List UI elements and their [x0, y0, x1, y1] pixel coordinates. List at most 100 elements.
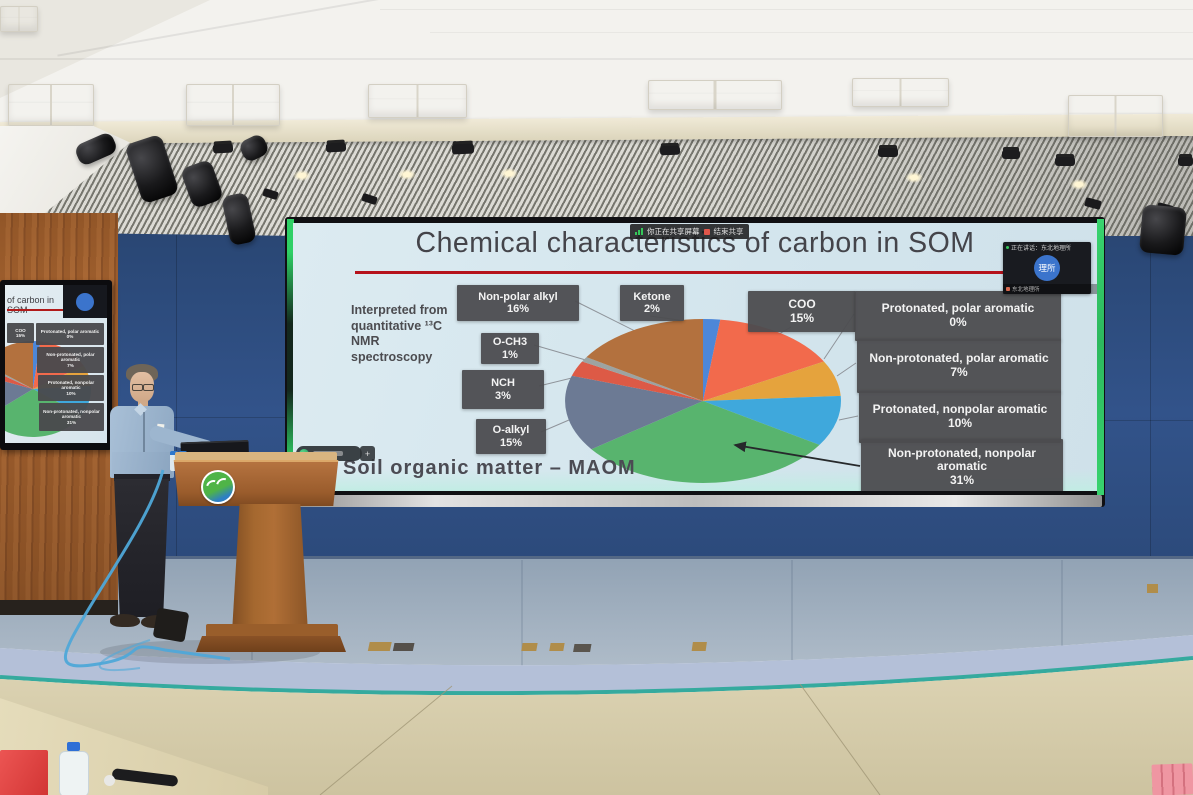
ceiling-corner-fixture: [0, 6, 38, 32]
ceiling-panel-line: [380, 9, 1193, 10]
floor-bag: [152, 607, 190, 643]
slide-note: Interpreted from quantitative ¹³C NMR sp…: [351, 303, 448, 364]
pie-slice-nch: [571, 361, 703, 401]
vc-panel: 正在讲话：东北地理所 理所 东北地理所: [1003, 242, 1097, 294]
light-fixture: [186, 84, 280, 126]
light-fixture: [8, 84, 94, 126]
callout-protonated-nonpolar-aromatic: Protonated, nonpolar aromatic 10%: [859, 391, 1061, 443]
slide: Chemical characteristics of carbon in SO…: [293, 223, 1097, 491]
callout-label: O-alkyl: [492, 424, 530, 437]
wall-seam-h2: [1100, 420, 1193, 421]
callout-nch: NCH 3%: [462, 370, 544, 409]
pie-slice-o-alkyl: [5, 381, 33, 406]
pie-slice-ketone: [703, 318, 721, 401]
toolbar-expand-button[interactable]: +: [360, 446, 375, 461]
pie-slices: [565, 318, 841, 483]
presenter-trousers: [114, 479, 169, 617]
podium-top-surface: [175, 452, 337, 461]
monitor-callout-value: 0%: [66, 334, 74, 339]
screen-bottom-trim: [288, 495, 1102, 507]
callout-value: 15%: [789, 310, 815, 325]
led-bezel-left: [287, 219, 294, 495]
callout-o-alkyl: O-alkyl 15%: [476, 419, 546, 454]
podium-base: [196, 636, 346, 652]
callout-label: Ketone: [633, 290, 671, 303]
podium-column: [232, 504, 308, 626]
monitor-callout: Non-protonated, nonpolar aromatic 31%: [39, 403, 104, 431]
monitor-title-underline: [7, 309, 77, 311]
institute-logo: [201, 470, 235, 504]
sharing-indicator-icon: [635, 228, 643, 235]
callout-value: 3%: [495, 389, 511, 402]
wall-seam-v1: [176, 232, 177, 560]
monitor-callout-label: Protonated, polar aromatic: [40, 328, 100, 334]
callout-protonated-polar-aromatic: Protonated, polar aromatic 0%: [855, 291, 1061, 341]
light-fixture: [368, 84, 467, 118]
title-underline: [355, 271, 1065, 274]
callout-coo: COO 15%: [748, 291, 856, 332]
track-spotlight: [1055, 157, 1075, 166]
bottle-body: [59, 751, 89, 795]
pie-slice-protonated-nonpolar-aromatic: [703, 395, 841, 445]
callout-value: 31%: [949, 472, 975, 487]
floor-outlet-boxes: [367, 584, 1158, 652]
track-spotlight: [451, 143, 475, 155]
presenter-glasses: [132, 384, 143, 391]
light-fixture: [648, 80, 782, 110]
confidence-monitor: of carbon in SOM COO 15% Protonated, pol…: [0, 280, 112, 450]
vc-avatar: 理所: [1034, 255, 1060, 281]
sharing-text: 你正在共享屏幕: [647, 227, 700, 236]
monitor-vc-avatar: [76, 293, 94, 311]
monitor-vc-thumb: [63, 285, 107, 318]
callout-value: 10%: [947, 416, 973, 430]
presenter-neck: [138, 400, 148, 409]
speaker-right: [1138, 204, 1188, 256]
pie-slice-o-ch3: [582, 357, 703, 401]
monitor-callout-value: 10%: [66, 390, 76, 396]
expand-glyph: +: [364, 448, 371, 459]
callout-value: 16%: [506, 303, 530, 315]
callout-label: Non-protonated, nonpolar aromatic: [888, 445, 1036, 474]
ceiling-upper: [0, 0, 1193, 126]
wall-seam-v2: [1150, 232, 1151, 560]
pie-chart: [533, 300, 861, 483]
bottle-cap: [67, 742, 80, 751]
callout-value: 0%: [949, 315, 967, 329]
monitor-callout-label: Protonated, nonpolar aromatic: [47, 379, 95, 391]
callout-non-protonated-polar-aromatic: Non-protonated, polar aromatic 7%: [857, 339, 1061, 393]
monitor-callout-value: 15%: [15, 333, 26, 338]
presenter-glasses: [143, 384, 154, 391]
callout-value: 15%: [499, 436, 523, 449]
annotation-arrow: [733, 441, 861, 467]
callout-label: Protonated, nonpolar aromatic: [872, 402, 1048, 417]
callout-value: 2%: [644, 303, 660, 315]
vc-avatar-text: 理所: [1038, 263, 1056, 273]
monitor-screen: of carbon in SOM COO 15% Protonated, pol…: [5, 285, 107, 443]
track-spotlight: [659, 145, 681, 156]
pie-slice-non-protonated-polar-aromatic: [703, 361, 841, 401]
stop-share-button[interactable]: 结束共享: [713, 227, 744, 236]
track-spotlight: [212, 143, 234, 154]
presenter-shoe: [110, 614, 140, 627]
pie-slice-non-polar-alkyl: [5, 341, 33, 389]
slide-footer: Soil organic matter – MAOM: [343, 457, 636, 479]
monitor-callout: Protonated, polar aromatic 0%: [36, 323, 104, 345]
pink-sign: [1151, 763, 1193, 795]
monitor-callout-label: Non-protonated, nonpolar aromatic: [43, 408, 100, 420]
wood-baseboard: [0, 600, 118, 615]
pie-slice-non-polar-alkyl: [586, 319, 703, 401]
downlight: [398, 169, 416, 180]
callout-label: Non-protonated, polar aromatic: [869, 351, 1049, 366]
pie-slice-coo: [703, 319, 824, 401]
participant-icon: [1006, 287, 1010, 291]
red-box: [0, 750, 48, 795]
track-spotlight: [1178, 157, 1193, 166]
light-fixture: [1068, 95, 1163, 137]
vc-footer-text: 东北地理所: [1012, 287, 1040, 293]
callout-label: COO: [788, 296, 816, 311]
track-spotlight: [1002, 150, 1020, 159]
water-bottle: [57, 742, 89, 795]
stop-share-icon: [703, 228, 710, 235]
downlight: [1070, 179, 1088, 190]
